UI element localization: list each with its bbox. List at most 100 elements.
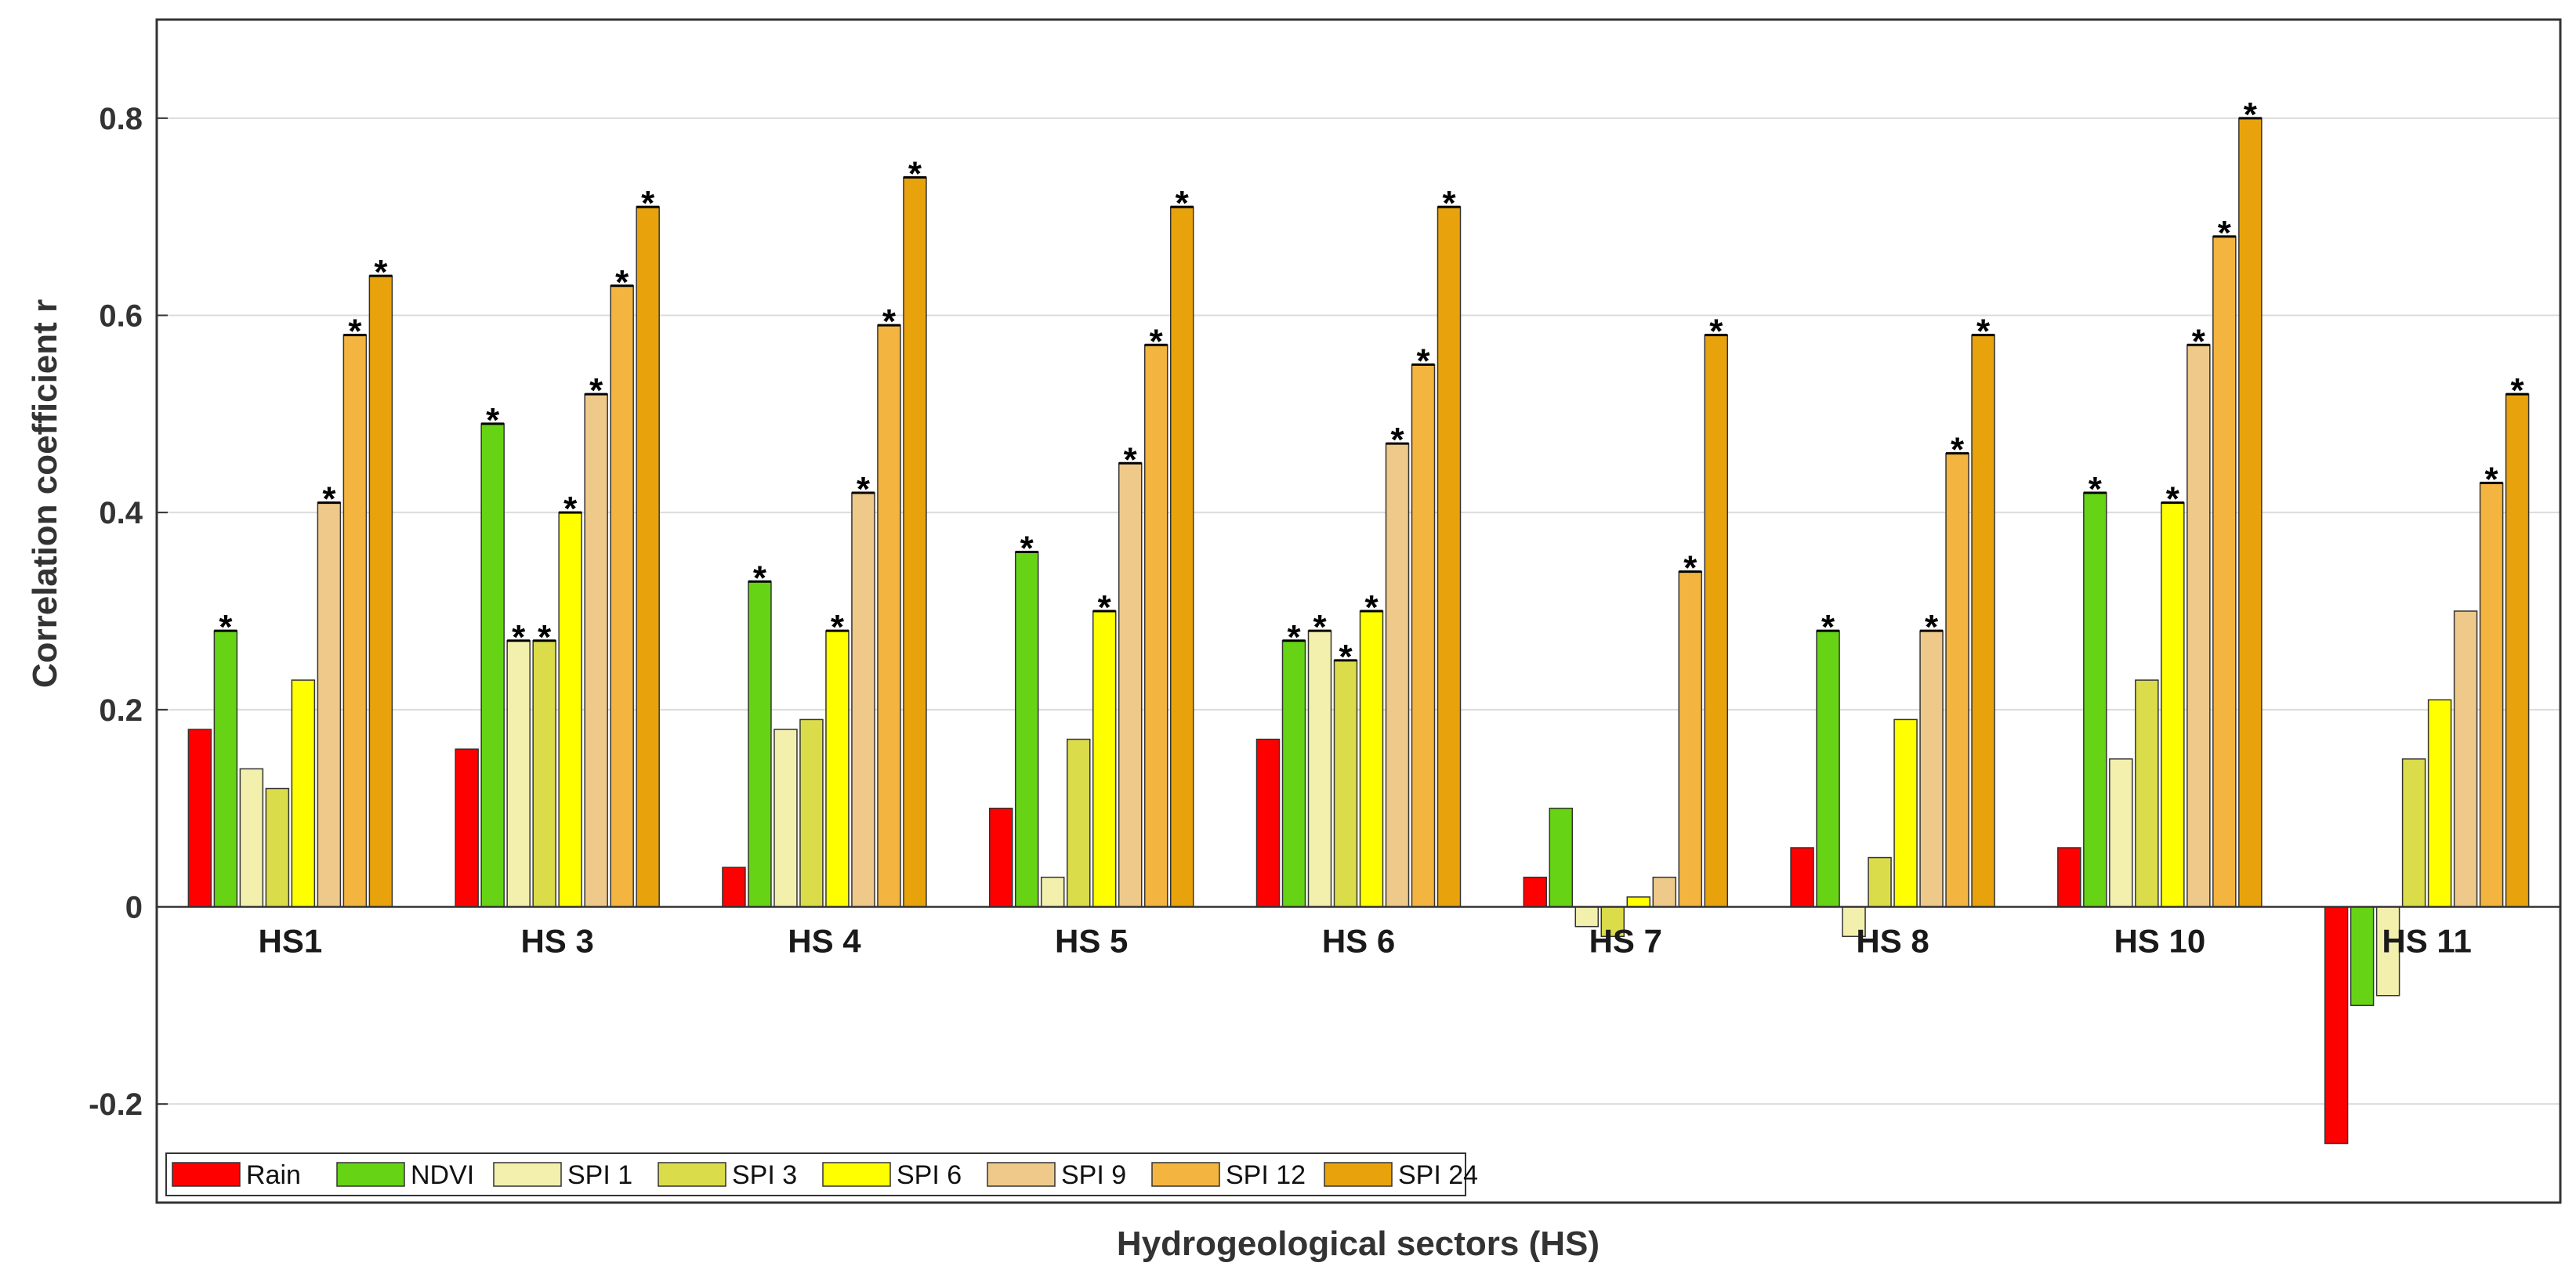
category-label: HS 6: [1322, 923, 1395, 960]
category-label: HS1: [259, 923, 323, 960]
bar: [1678, 570, 1703, 908]
significance-star: *: [1098, 588, 1112, 627]
bar: [2324, 906, 2349, 1145]
significance-star: *: [1976, 313, 1991, 351]
bar: [1652, 877, 1677, 908]
bar: [636, 206, 660, 908]
grid-lines: [157, 117, 2560, 1105]
bar: [558, 512, 582, 908]
bar: [2375, 906, 2400, 997]
bar: [213, 630, 238, 908]
legend-entry: SPI 24: [1398, 1160, 1478, 1190]
bar: [532, 640, 556, 908]
y-tick-label: 0: [125, 891, 143, 925]
significance-star: *: [615, 263, 629, 302]
bar: [903, 176, 927, 908]
bar: [1971, 334, 1995, 908]
bar: [584, 393, 608, 908]
significance-star: *: [219, 608, 233, 646]
bar: [1014, 551, 1039, 908]
significance-star: *: [1124, 440, 1138, 479]
bar: [506, 640, 531, 908]
bar: [1066, 738, 1091, 908]
legend: Rain NDVI SPI 1 SPI 3 SPI 6 SPI 9 SPI 12 SPI 24: [165, 1152, 1478, 1196]
legend-swatch: [172, 1162, 241, 1187]
bar: [825, 630, 850, 908]
bar: [265, 787, 290, 908]
bar: [2350, 906, 2375, 1007]
bar: [2135, 679, 2159, 908]
bar: [2427, 699, 2452, 908]
bar: [1945, 452, 1969, 908]
significance-star: *: [1313, 608, 1327, 646]
bar: [291, 679, 316, 908]
bar: [2212, 236, 2237, 908]
bar: [1626, 896, 1651, 908]
bar: [877, 324, 901, 908]
bar: [2109, 758, 2133, 908]
bar: [1307, 630, 1332, 908]
category-labels: HS1 HS 3 HS 4 HS 5 HS 6 HS 7 HS 8 HS 10 HS 11: [259, 923, 2472, 960]
legend-entry: SPI 1: [567, 1160, 632, 1190]
bar: [1092, 610, 1117, 908]
significance-star: *: [1821, 608, 1835, 646]
bar: [1893, 718, 1918, 908]
bar: [1333, 660, 1358, 908]
legend-swatch: [493, 1162, 562, 1187]
significance-markers: * * * * * * * * * * * * * * * * * * * * * * * * * * * * * * * * * * * * * * * *…: [214, 96, 2529, 676]
bar: [1600, 906, 1625, 937]
legend-swatch: [1151, 1162, 1220, 1187]
bar: [2401, 758, 2426, 908]
significance-star: *: [857, 470, 871, 508]
bar: [1255, 738, 1281, 908]
significance-star: *: [563, 490, 578, 528]
bar: [748, 581, 772, 908]
bar: [368, 275, 393, 908]
bar: [1359, 610, 1384, 908]
significance-star: *: [1416, 342, 1430, 380]
significance-star: *: [2244, 96, 2258, 134]
significance-star: *: [374, 253, 388, 291]
legend-entry: SPI 3: [732, 1160, 797, 1190]
bar: [455, 748, 479, 908]
bar: [1790, 847, 1814, 908]
bar: [610, 285, 634, 908]
bar: [480, 423, 505, 908]
bar: [239, 768, 264, 908]
category-label: HS 8: [1856, 923, 1929, 960]
significance-star: *: [1925, 608, 1939, 646]
y-tick-label: 0.8: [99, 102, 143, 136]
bar: [2505, 393, 2530, 908]
legend-swatch: [658, 1162, 726, 1187]
significance-star: *: [486, 401, 500, 440]
significance-star: *: [1683, 549, 1697, 588]
category-label: HS 7: [1589, 923, 1662, 960]
bar: [799, 718, 824, 908]
significance-star: *: [1709, 313, 1723, 351]
significance-star: *: [1020, 530, 1034, 568]
significance-star: *: [753, 559, 767, 597]
category-label: HS 5: [1055, 923, 1128, 960]
category-label: HS 11: [2382, 923, 2471, 960]
legend-entry: NDVI: [411, 1160, 474, 1190]
bar: [1437, 206, 1462, 908]
category-label: HS 4: [788, 923, 861, 960]
y-axis-label: Correlation coefficient r: [26, 299, 64, 688]
legend-entry: SPI 12: [1226, 1160, 1306, 1190]
bar: [1868, 856, 1892, 908]
significance-star: *: [2485, 460, 2499, 498]
significance-star: *: [538, 618, 552, 657]
bar: [2161, 501, 2185, 908]
category-label: HS 3: [520, 923, 593, 960]
significance-star: *: [2089, 470, 2103, 508]
legend-swatch: [822, 1162, 891, 1187]
significance-star: *: [512, 618, 526, 657]
bar: [1704, 334, 1729, 908]
bar: [1385, 443, 1410, 908]
bar: [1523, 877, 1548, 908]
bar: [2453, 610, 2478, 908]
bar: [187, 729, 212, 908]
legend-swatch: [987, 1162, 1056, 1187]
significance-star: *: [1442, 184, 1456, 223]
